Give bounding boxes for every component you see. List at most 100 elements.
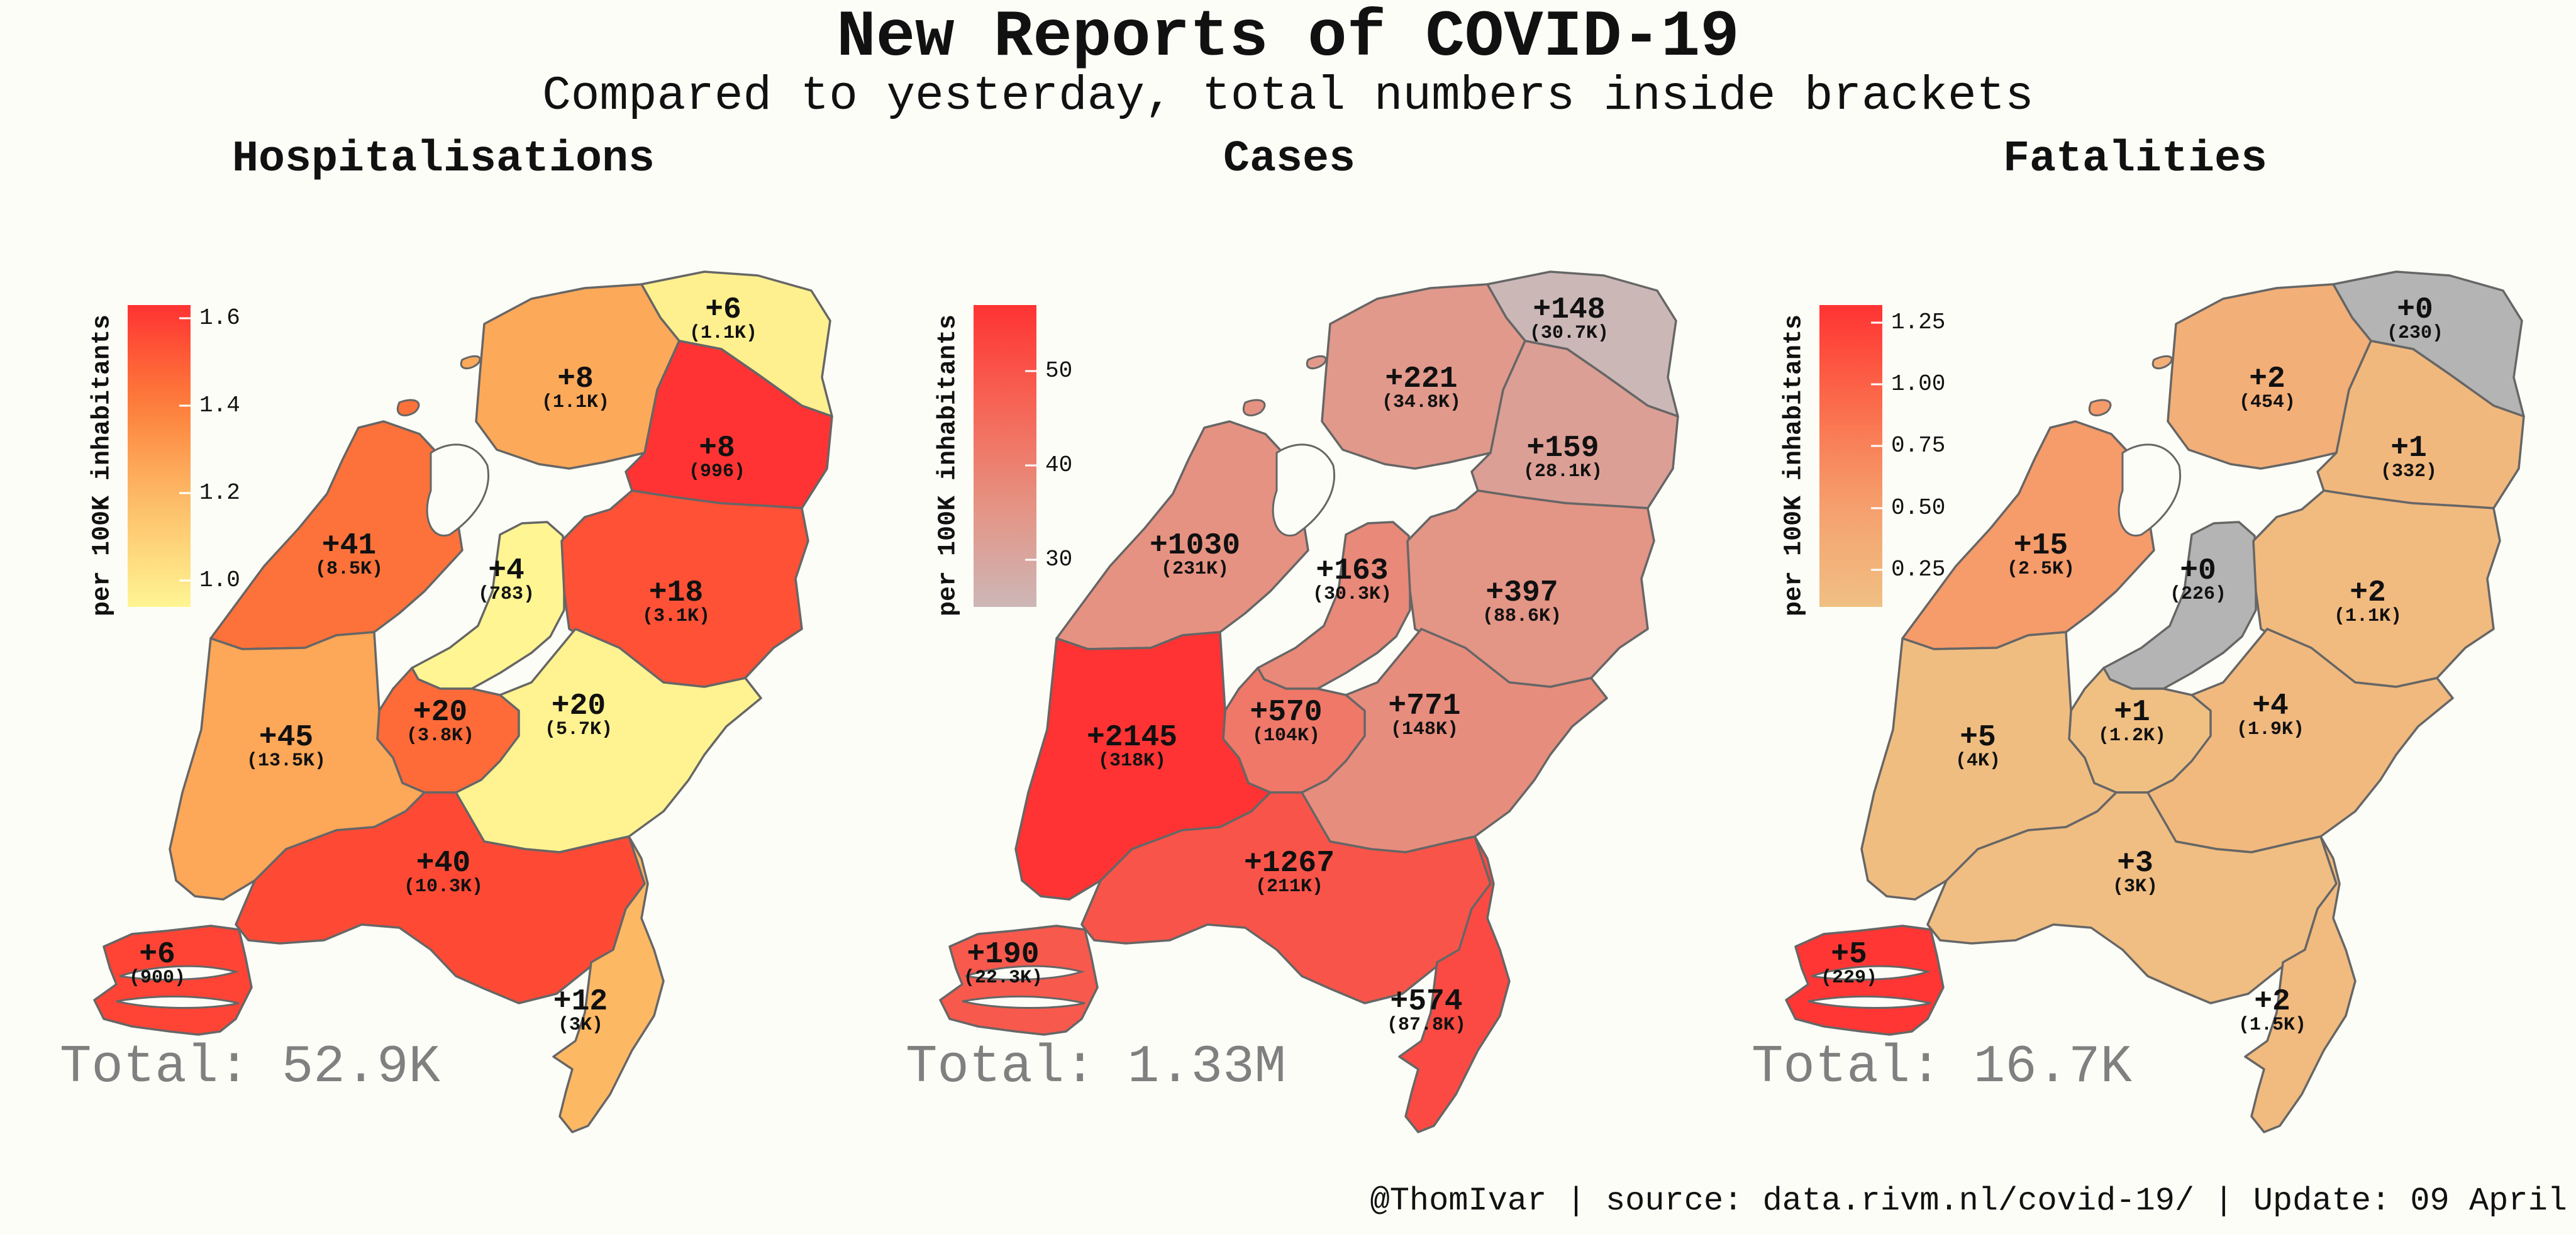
water-estuary bbox=[1807, 995, 1931, 1009]
water-ijsselmeer bbox=[426, 443, 489, 537]
water-estuary bbox=[1811, 965, 1931, 981]
change-label: +0 bbox=[2397, 293, 2433, 327]
panel-hospitalisations: Hospitalisations +6 (1.1K) +8 (1.1K) +8 (996)… bbox=[22, 126, 865, 1164]
province-label-noord-brabant: +1267(211K) bbox=[1244, 847, 1335, 898]
legend-tick-label: 40 bbox=[1045, 452, 1073, 478]
change-label: +4 bbox=[488, 554, 525, 588]
map-cases: +148(30.7K)+221(34.8K)+159(28.1K)+1030(2… bbox=[939, 270, 1679, 1133]
legend-colorbar bbox=[128, 305, 191, 607]
legend-tick-label: 50 bbox=[1045, 358, 1073, 384]
island-shape bbox=[460, 355, 481, 370]
province-label-limburg: +12(3K) bbox=[553, 985, 608, 1036]
province-flevoland bbox=[2102, 521, 2257, 690]
province-label-gelderland: +20(5.7K) bbox=[545, 689, 613, 740]
panel-fatalities: Fatalities +0 (230) +2 (454) +1 (332) +15 (2.5K… bbox=[1714, 126, 2557, 1164]
province-label-zuid-holland: +5(4K) bbox=[1955, 721, 2001, 772]
total-count-label: (10.3K) bbox=[404, 876, 483, 898]
island-shape bbox=[1243, 399, 1266, 416]
total-count-label: (229) bbox=[1821, 967, 1877, 989]
province-label-noord-brabant: +40(10.3K) bbox=[404, 847, 483, 898]
province-flevoland bbox=[1257, 521, 1411, 690]
total-count-label: (30.7K) bbox=[1530, 323, 1609, 344]
province-label-overijssel: +2(1.1K) bbox=[2334, 576, 2402, 627]
total-count-label: (148K) bbox=[1391, 719, 1458, 740]
province-label-noord-holland: +15(2.5K) bbox=[2007, 529, 2075, 580]
total-count-label: (87.8K) bbox=[1387, 1014, 1466, 1036]
province-limburg bbox=[1398, 835, 1511, 1133]
total-count-label: (34.8K) bbox=[1382, 392, 1461, 413]
total-count-label: (1.2K) bbox=[2098, 725, 2166, 747]
island-shape bbox=[397, 399, 420, 416]
change-label: +0 bbox=[2180, 554, 2216, 588]
total-count-label: (8.5K) bbox=[315, 559, 383, 580]
change-label: +397 bbox=[1485, 576, 1558, 610]
province-flevoland bbox=[411, 521, 565, 690]
change-label: +570 bbox=[1250, 696, 1322, 730]
total-count-label: (226) bbox=[2170, 584, 2226, 605]
footer-credits: @ThomIvar | source: data.rivm.nl/covid-1… bbox=[1370, 1182, 2567, 1220]
main-title: New Reports of COVID-19 bbox=[836, 1, 1740, 75]
total-label: Total: 52.9K bbox=[60, 1038, 440, 1098]
total-count-label: (88.6K) bbox=[1482, 606, 1562, 627]
change-label: +8 bbox=[699, 431, 735, 465]
change-label: +18 bbox=[649, 576, 703, 610]
change-label: +45 bbox=[259, 721, 313, 755]
province-label-flevoland: +163(30.3K) bbox=[1313, 554, 1392, 605]
change-label: +190 bbox=[967, 938, 1039, 972]
change-label: +8 bbox=[557, 362, 594, 396]
province-label-groningen: +148(30.7K) bbox=[1530, 293, 1609, 344]
change-label: +221 bbox=[1385, 362, 1457, 396]
province-label-gelderland: +4(1.9K) bbox=[2236, 689, 2304, 740]
total-count-label: (104K) bbox=[1252, 725, 1320, 747]
change-label: +3 bbox=[2117, 847, 2153, 881]
total-count-label: (3.1K) bbox=[642, 606, 710, 627]
total-count-label: (231K) bbox=[1161, 559, 1229, 580]
total-count-label: (1.1K) bbox=[541, 392, 609, 413]
total-label: Total: 1.33M bbox=[906, 1038, 1286, 1098]
legend-tick-label: 1.0 bbox=[199, 567, 240, 594]
water-estuary bbox=[119, 965, 240, 981]
province-label-groningen: +0(230) bbox=[2387, 293, 2443, 344]
legend-tick-mark bbox=[1871, 321, 1882, 324]
water-ijsselmeer bbox=[1272, 443, 1335, 537]
map-fatalities: +0(230)+2(454)+1(332)+15(2.5K) +0(226) +2(… bbox=[1785, 270, 2525, 1133]
legend-tick-label: 0.50 bbox=[1891, 494, 1946, 521]
panel-title: Hospitalisations bbox=[231, 135, 655, 184]
change-label: +148 bbox=[1533, 293, 1605, 327]
total-count-label: (783) bbox=[478, 584, 535, 605]
province-label-zeeland: +6(900) bbox=[129, 938, 186, 989]
change-label: +1030 bbox=[1150, 529, 1240, 563]
change-label: +4 bbox=[2252, 689, 2289, 723]
province-label-drenthe: +8(996) bbox=[689, 431, 745, 482]
legend-tick-mark bbox=[1025, 464, 1036, 467]
province-label-noord-holland: +41(8.5K) bbox=[315, 529, 383, 580]
legend-tick-label: 1.2 bbox=[199, 480, 240, 506]
water-ijsselmeer bbox=[2118, 443, 2181, 537]
change-label: +771 bbox=[1388, 689, 1460, 723]
province-label-utrecht: +20(3.8K) bbox=[406, 696, 474, 747]
change-label: +574 bbox=[1390, 985, 1462, 1019]
water-estuary bbox=[965, 965, 1085, 981]
total-count-label: (211K) bbox=[1255, 876, 1323, 898]
change-label: +1 bbox=[2390, 431, 2427, 465]
change-label: +2 bbox=[2350, 576, 2386, 610]
change-label: +20 bbox=[552, 689, 606, 723]
province-label-limburg: +2(1.5K) bbox=[2238, 985, 2306, 1036]
legend-tick-label: 1.4 bbox=[199, 392, 240, 418]
change-label: +12 bbox=[553, 985, 608, 1019]
total-count-label: (3K) bbox=[2112, 876, 2158, 898]
change-label: +163 bbox=[1316, 554, 1388, 588]
total-count-label: (1.1K) bbox=[689, 323, 757, 344]
change-label: +1 bbox=[2114, 696, 2150, 730]
change-label: +5 bbox=[1831, 938, 1867, 972]
total-count-label: (1.1K) bbox=[2334, 606, 2402, 627]
province-limburg bbox=[552, 835, 665, 1133]
change-label: +15 bbox=[2014, 529, 2068, 563]
change-label: +6 bbox=[139, 938, 175, 972]
legend-tick-mark bbox=[1871, 383, 1882, 386]
change-label: +2145 bbox=[1087, 721, 1177, 755]
total-count-label: (332) bbox=[2380, 461, 2437, 482]
province-label-gelderland: +771(148K) bbox=[1388, 689, 1460, 740]
panel-title: Fatalities bbox=[2002, 135, 2268, 184]
province-label-noord-brabant: +3(3K) bbox=[2112, 847, 2158, 898]
